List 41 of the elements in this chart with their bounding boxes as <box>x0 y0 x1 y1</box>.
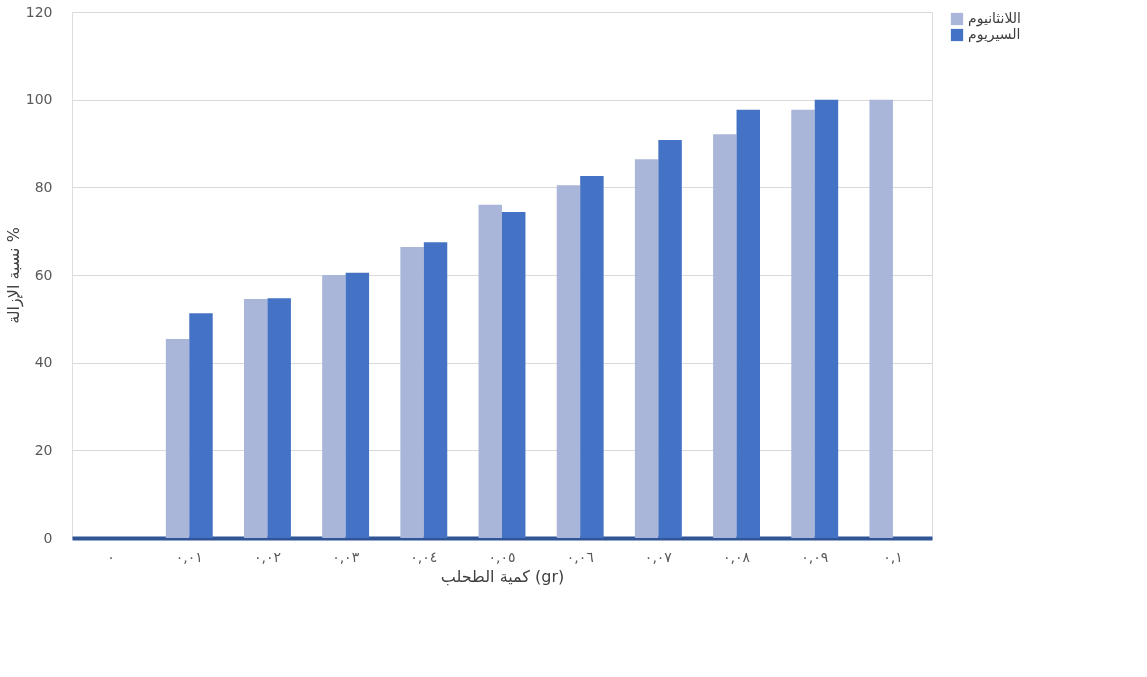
y-axis-title: نسبة الإزالة % <box>3 227 24 324</box>
x-tick-label: ٠,٠١ <box>175 548 203 565</box>
bar <box>189 313 213 538</box>
bar <box>345 272 370 538</box>
x-tick-label: ٠,٠٨ <box>723 548 751 565</box>
bar <box>869 99 893 538</box>
bar <box>165 339 190 538</box>
bar <box>423 242 448 538</box>
x-tick-label: ٠,٠٣ <box>332 548 360 565</box>
x-tick-label: ٠,٠٦ <box>566 548 594 565</box>
y-tick-label: 120 <box>25 3 53 20</box>
bar <box>814 99 839 538</box>
bar <box>478 204 502 538</box>
x-tick-label: ٠,٠٩ <box>801 548 829 565</box>
y-tick-label: 60 <box>34 266 53 283</box>
x-tick-label: ٠,٠٥ <box>488 548 516 565</box>
bar <box>736 109 760 538</box>
bar <box>580 175 604 538</box>
x-tick-label: ٠,١ <box>883 548 903 565</box>
bar <box>634 159 659 538</box>
x-axis-title: كمية الطحلب (gr) <box>440 566 565 586</box>
bar <box>713 134 737 538</box>
bar <box>556 185 581 538</box>
y-tick-label: 20 <box>34 441 53 458</box>
y-tick-label: 80 <box>34 178 53 195</box>
bar <box>400 246 424 538</box>
bar <box>502 211 526 538</box>
x-tick-label: ٠,٠٢ <box>253 548 281 565</box>
x-tick-label: ٠,٠٧ <box>644 548 673 565</box>
bar <box>267 298 291 538</box>
bar <box>791 109 815 538</box>
legend-label: السيريوم <box>968 26 1021 43</box>
x-tick-label: ٠ <box>107 548 115 565</box>
bar <box>322 275 346 538</box>
y-tick-label: 40 <box>34 354 53 371</box>
bar <box>658 139 682 538</box>
y-tick-label: 100 <box>25 91 53 108</box>
bar <box>244 299 268 538</box>
y-tick-label: 0 <box>43 529 53 546</box>
legend-label: اللانثانيوم <box>968 10 1021 27</box>
x-tick-label: ٠,٠٤ <box>410 548 438 565</box>
